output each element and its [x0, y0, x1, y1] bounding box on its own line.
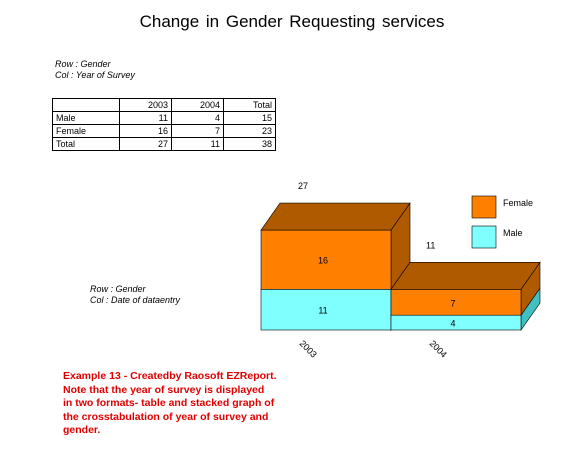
caption-line: the crosstabulation of year of survey an… [63, 410, 269, 423]
data-label-female-2004: 7 [450, 298, 455, 308]
table-note-col: Col : Year of Survey [55, 70, 135, 80]
x-tick-label-2004: 2004 [428, 338, 449, 359]
bar-male-2003 [260, 288, 392, 331]
table-row: Total 27 11 38 [52, 137, 276, 151]
caption-line: in two formats- table and stacked graph … [63, 397, 275, 409]
bar-female-2003 [260, 229, 392, 290]
data-label-male-2003: 11 [318, 306, 327, 316]
bar-female-2004 [390, 288, 522, 316]
crosstab-table: 2003 2004 Total Male 11 4 15 Female 16 7… [52, 98, 276, 151]
legend-label-female: Female [503, 198, 533, 208]
table-cell: Total [52, 137, 120, 151]
x-tick-label-2003: 2003 [298, 338, 319, 359]
table-header-row: 2003 2004 Total [52, 98, 276, 112]
caption-line: Example 13 - Createdby Raosoft EZReport. [63, 370, 277, 382]
caption-line: gender. [63, 424, 101, 436]
legend-swatch-male [471, 225, 497, 249]
bar-top-2004 [390, 261, 541, 290]
caption: Example 13 - Createdby Raosoft EZReport.… [63, 370, 333, 438]
chart-note-row: Row : Gender [90, 284, 146, 294]
chart-title: Change in Gender Requesting services [139, 12, 445, 31]
table-note-row: Row : Gender [55, 59, 111, 69]
chart-note: Row : Gender Col : Date of dataentry [90, 284, 180, 306]
legend-label-male: Male [503, 228, 523, 238]
legend-swatch-female [471, 195, 497, 219]
table-note: Row : Gender Col : Year of Survey [55, 59, 135, 81]
caption-line: Note that the year of survey is displaye… [63, 383, 265, 396]
table-cell: 38 [223, 137, 276, 151]
bar-top-2003 [260, 202, 411, 231]
data-label-male-2004: 4 [450, 319, 455, 329]
chart-note-col: Col : Date of dataentry [90, 295, 181, 305]
total-label-2003: 27 [298, 181, 308, 191]
bar-male-2004 [390, 314, 522, 331]
data-label-female-2003: 16 [318, 256, 328, 266]
table-row: Female 16 7 23 [52, 124, 276, 138]
total-label-2004: 11 [426, 240, 435, 250]
